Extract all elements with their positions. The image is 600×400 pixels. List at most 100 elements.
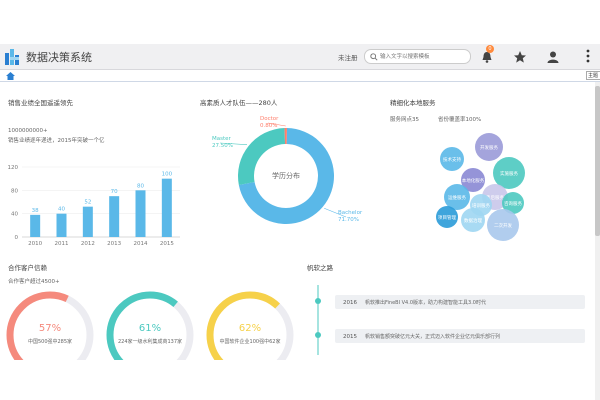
client-gauges: 57% 中国500强中285家 61% 224家一级水利集成商137家 62% 中国软件企… bbox=[6, 291, 294, 360]
history-timeline: 2016 帆软推出FineBI V4.0版本，助力构建智能工具3.0时代 2015 帆… bbox=[315, 285, 585, 355]
gauge-percent: 61% bbox=[139, 323, 161, 334]
donut-slice bbox=[284, 128, 287, 145]
bell-icon[interactable] bbox=[480, 50, 494, 64]
y-tick-label: 120 bbox=[8, 165, 19, 171]
gauge-arc bbox=[106, 291, 194, 360]
timeline-year: 2016 bbox=[343, 300, 357, 306]
gauge-percent: 57% bbox=[39, 323, 61, 334]
history-title: 帆软之路 bbox=[307, 264, 333, 272]
timeline-dot bbox=[315, 332, 321, 338]
service-bubble bbox=[487, 209, 519, 241]
timeline-dot bbox=[315, 298, 321, 304]
service-bubble bbox=[461, 168, 485, 192]
user-icon[interactable] bbox=[546, 50, 560, 64]
service-bubble bbox=[436, 206, 458, 228]
y-tick-label: 40 bbox=[11, 212, 18, 218]
slice-percent-label: 27.50% bbox=[212, 143, 233, 149]
top-bar: 数据决策系统 未注册 0 bbox=[0, 44, 600, 70]
scrollbar-thumb[interactable] bbox=[595, 86, 600, 236]
star-icon[interactable] bbox=[513, 50, 527, 64]
service-bubble-label: 数据治理 bbox=[464, 217, 482, 224]
gauge-percent: 62% bbox=[239, 323, 261, 334]
y-tick-label: 80 bbox=[11, 188, 18, 194]
slice-percent-label: 0.80% bbox=[260, 123, 277, 129]
search-input[interactable] bbox=[380, 51, 468, 62]
service-bubble bbox=[440, 147, 464, 171]
bar-value-label: 38 bbox=[32, 208, 39, 214]
gauge-label: 中国软件企业100强中62家 bbox=[220, 338, 281, 345]
clients-subtitle: 合作客户超过4500+ bbox=[8, 279, 60, 285]
bar-value-label: 52 bbox=[84, 200, 91, 206]
service-bubble bbox=[502, 192, 524, 214]
timeline-text: 帆软推出FineBI V4.0版本，助力构建智能工具3.0时代 bbox=[365, 299, 486, 306]
app-title: 数据决策系统 bbox=[26, 51, 92, 64]
service-bubble bbox=[461, 208, 485, 232]
sales-bar-chart: 0 40 80 120 38 2010 40 2011 52 2012 70 2013 80 2014 10… bbox=[8, 165, 180, 247]
timeline-card bbox=[335, 295, 585, 309]
service-bubble-label: 咨询服务 bbox=[504, 200, 522, 207]
bar-value-label: 80 bbox=[137, 183, 144, 189]
service-bubble bbox=[475, 133, 503, 161]
more-tooltip: 主题 bbox=[586, 71, 600, 80]
gauge-label: 224家一级水利集成商137家 bbox=[118, 338, 182, 345]
x-tick-label: 2010 bbox=[28, 241, 42, 247]
sales-title: 销售业绩全国遥遥领先 bbox=[8, 99, 73, 107]
bar bbox=[82, 206, 93, 237]
service-stat-outlets: 服务网点35 bbox=[390, 117, 419, 123]
service-bubble-label: 开发服务 bbox=[480, 144, 498, 151]
service-bubble-label: 项目管理 bbox=[438, 214, 456, 221]
bar bbox=[109, 196, 120, 237]
donut-center-label: 学历分布 bbox=[272, 171, 300, 180]
bar bbox=[161, 178, 172, 237]
breadcrumb bbox=[0, 71, 600, 82]
talent-title: 高素质人才队伍——280人 bbox=[200, 99, 278, 107]
service-bubble-label: 售后服务 bbox=[486, 194, 504, 201]
timeline-year: 2015 bbox=[343, 334, 357, 340]
service-bubble-label: 二次开发 bbox=[494, 222, 512, 229]
bar-value-label: 40 bbox=[58, 207, 65, 213]
service-bubble-label: 运维服务 bbox=[448, 194, 466, 201]
donut-slice bbox=[238, 128, 334, 224]
x-tick-label: 2012 bbox=[81, 241, 95, 247]
service-bubble bbox=[493, 157, 525, 189]
slice-name-label: Doctor bbox=[260, 116, 279, 122]
home-icon[interactable] bbox=[6, 72, 15, 80]
service-bubble-label: 本地化服务 bbox=[462, 177, 485, 184]
service-title: 精细化本地服务 bbox=[390, 99, 436, 107]
sales-subtitle: 销售业绩逐年递进，2015年突破一个亿 bbox=[8, 138, 105, 144]
service-bubble-label: 培训服务 bbox=[472, 202, 490, 209]
x-tick-label: 2015 bbox=[160, 241, 174, 247]
sales-figure: 1000000000+ bbox=[8, 128, 48, 134]
app-logo-icon bbox=[5, 49, 19, 65]
y-tick-label: 0 bbox=[15, 235, 19, 241]
scrollbar-track[interactable] bbox=[595, 82, 600, 400]
timeline-card bbox=[335, 329, 585, 343]
service-bubble-label: 实施服务 bbox=[500, 170, 518, 177]
service-bubble-label: 技术支持 bbox=[443, 156, 461, 163]
service-stat-coverage: 省份覆盖率100% bbox=[438, 117, 482, 123]
slice-name-label: Bachelor bbox=[338, 210, 363, 216]
slice-leader-line bbox=[324, 207, 347, 218]
slice-percent-label: 71.70% bbox=[338, 217, 359, 223]
search-icon bbox=[370, 53, 378, 61]
slice-leader-line bbox=[219, 142, 248, 145]
more-menu-icon[interactable] bbox=[585, 49, 591, 63]
timeline-text: 帆软销售额突破亿元大关，正式迈入软件企业亿元俱乐部行列 bbox=[365, 333, 500, 340]
bar bbox=[30, 214, 41, 237]
bar-value-label: 100 bbox=[162, 172, 173, 178]
login-link[interactable]: 未注册 bbox=[338, 54, 358, 62]
search-box[interactable] bbox=[364, 49, 471, 64]
service-bubble bbox=[444, 184, 470, 210]
notification-badge: 0 bbox=[486, 45, 494, 53]
gauge-arc bbox=[6, 291, 94, 360]
bar-value-label: 70 bbox=[111, 189, 118, 195]
clients-title: 合作客户信赖 bbox=[8, 264, 47, 272]
x-tick-label: 2011 bbox=[55, 241, 69, 247]
bar bbox=[56, 213, 67, 237]
slice-name-label: Master bbox=[212, 136, 232, 142]
slice-leader-line bbox=[267, 122, 286, 127]
x-tick-label: 2013 bbox=[107, 241, 121, 247]
donut-slice bbox=[238, 128, 286, 185]
